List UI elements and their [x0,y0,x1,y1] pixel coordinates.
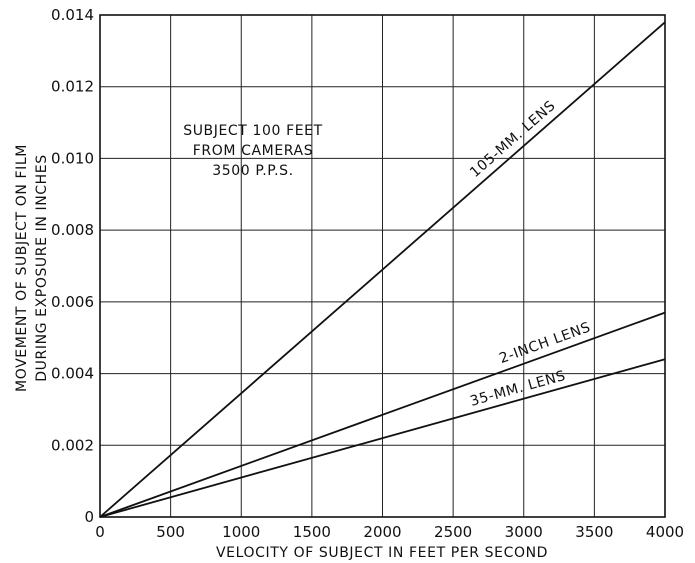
y-axis-title-line-2: DURING EXPOSURE IN INCHES [34,154,50,381]
y-tick-label: 0.002 [51,436,94,454]
x-tick-label: 1000 [222,523,260,541]
series-line-1 [99,21,666,518]
series-label-1: 105-MM. LENS [467,98,559,181]
plot-frame [99,14,666,518]
series-lines [99,21,666,518]
x-tick-label: 4000 [646,523,684,541]
series-line-3 [99,358,666,518]
y-tick-label: 0.004 [51,365,94,383]
y-tick-label: 0.010 [51,149,94,167]
x-tick-labels: 0 500 1000 1500 2000 2500 3000 3500 4000 [95,523,684,541]
y-axis-title-line-1: MOVEMENT OF SUBJECT ON FILM [14,144,30,392]
y-tick-label: 0 [84,508,94,526]
annotation-line-3: 3500 P.P.S. [212,163,293,179]
y-tick-labels: 0 0.002 0.004 0.006 0.008 0.010 0.012 0.014 [51,6,94,526]
x-tick-label: 2500 [434,523,472,541]
annotation-line-2: FROM CAMERAS [193,143,313,159]
x-axis-title: VELOCITY OF SUBJECT IN FEET PER SECOND [216,545,548,561]
y-tick-label: 0.012 [51,78,94,96]
series-line-2 [99,311,666,518]
series-label-group: 35-MM. LENS [468,368,567,410]
series-label-group: 105-MM. LENS [467,98,559,181]
y-tick-label: 0.006 [51,293,94,311]
x-tick-label: 3000 [505,523,543,541]
annotation-line-1: SUBJECT 100 FEET [183,123,323,139]
x-tick-label: 0 [95,523,105,541]
y-tick-label: 0.008 [51,221,94,239]
annotation-box: SUBJECT 100 FEET FROM CAMERAS 3500 P.P.S… [183,123,323,179]
series-label-3: 35-MM. LENS [468,368,567,410]
x-tick-label: 3500 [575,523,613,541]
x-tick-label: 1500 [293,523,331,541]
x-tick-label: 500 [156,523,185,541]
y-tick-label: 0.014 [51,6,94,24]
grid-lines [100,15,665,517]
x-tick-label: 2000 [363,523,401,541]
y-axis-title: MOVEMENT OF SUBJECT ON FILM DURING EXPOS… [14,144,50,392]
